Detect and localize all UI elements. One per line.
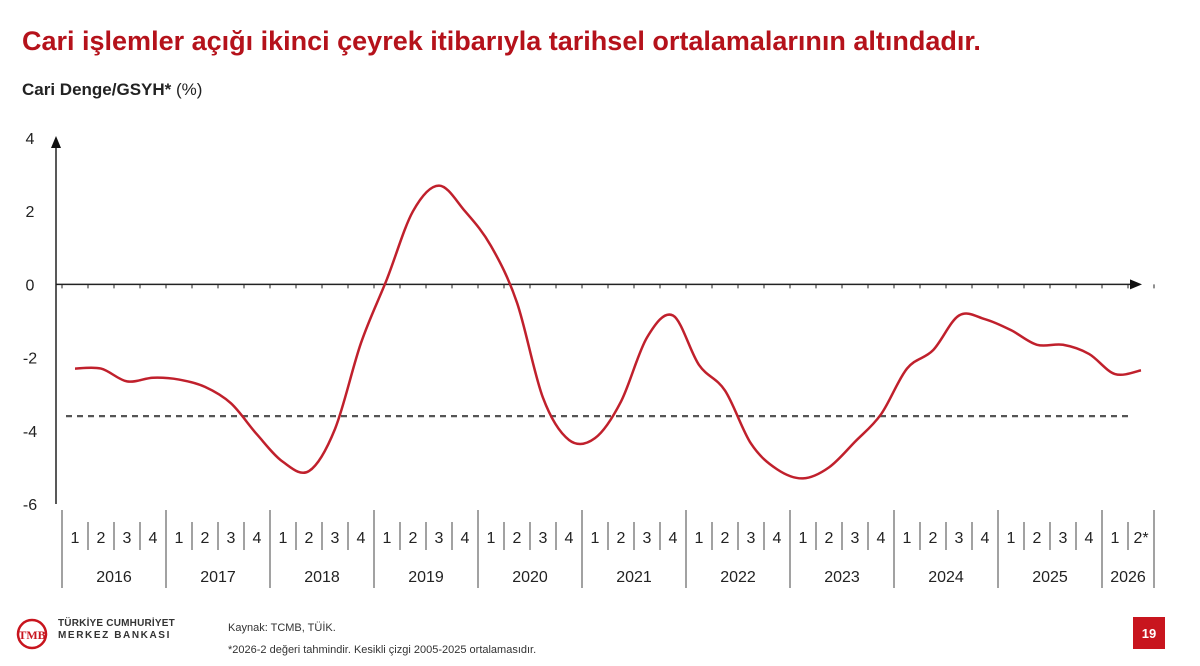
quarter-label: 2	[409, 530, 418, 547]
svg-text:TMB: TMB	[18, 628, 45, 642]
page-title: Cari işlemler açığı ikinci çeyrek itibar…	[22, 26, 981, 56]
cbrt-logo: TMB TÜRKİYE CUMHURİYET MERKEZ BANKASI	[14, 616, 184, 652]
quarter-label: 3	[227, 530, 236, 547]
current-account-series-line	[74, 184, 1142, 480]
y-tick-label: -6	[23, 497, 37, 514]
quarter-label: 3	[851, 530, 860, 547]
year-label: 2026	[1110, 569, 1146, 586]
quarter-label: 3	[331, 530, 340, 547]
page-number-badge: 19	[1133, 617, 1165, 649]
quarter-label: 2	[617, 530, 626, 547]
quarter-label: 2	[825, 530, 834, 547]
quarter-label: 3	[747, 530, 756, 547]
quarter-label: 2	[201, 530, 210, 547]
quarter-label: 4	[357, 530, 366, 547]
quarter-label: 4	[253, 530, 262, 547]
quarter-label: 3	[435, 530, 444, 547]
quarter-label: 1	[71, 530, 80, 547]
quarter-label: 3	[643, 530, 652, 547]
quarter-label: 3	[123, 530, 132, 547]
quarter-label: 4	[565, 530, 574, 547]
quarter-label: 2	[1033, 530, 1042, 547]
y-tick-label: 2	[26, 204, 35, 221]
y-tick-label: -2	[23, 351, 37, 368]
quarter-label: 1	[175, 530, 184, 547]
quarter-label: 1	[695, 530, 704, 547]
quarter-label: 3	[955, 530, 964, 547]
quarter-label: 1	[487, 530, 496, 547]
quarter-label: 2	[929, 530, 938, 547]
quarter-label: 4	[461, 530, 470, 547]
quarter-label: 1	[903, 530, 912, 547]
current-account-chart: 420-2-4-61 2 3 4 1 2 3 4 1 2 3 4 1 2 3 4 1 2 3 4 1 2 3 4 1 2 3 4 1 2 3…	[23, 131, 1155, 588]
source-note: Kaynak: TCMB, TÜİK.	[228, 622, 336, 634]
quarter-label: 3	[1059, 530, 1068, 547]
year-label: 2025	[1032, 569, 1068, 586]
quarter-label: 2	[721, 530, 730, 547]
quarter-label: 4	[669, 530, 678, 547]
y-tick-label: -4	[23, 424, 37, 441]
y-tick-label: 4	[26, 131, 35, 148]
quarter-label: 2	[305, 530, 314, 547]
quarter-label: 1	[591, 530, 600, 547]
year-label: 2018	[304, 569, 340, 586]
footnote: *2026-2 değeri tahmindir. Kesikli çizgi …	[228, 644, 537, 656]
quarter-label: 2*	[1133, 530, 1148, 547]
quarter-label: 1	[1007, 530, 1016, 547]
year-label: 2024	[928, 569, 964, 586]
subtitle-unit: (%)	[176, 80, 203, 99]
year-label: 2022	[720, 569, 756, 586]
logo-text-line1: TÜRKİYE CUMHURİYET	[58, 618, 175, 629]
y-tick-label: 0	[26, 277, 35, 294]
logo-text-line2: MERKEZ BANKASI	[58, 630, 171, 641]
year-label: 2020	[512, 569, 548, 586]
quarter-label: 2	[97, 530, 106, 547]
quarter-label: 1	[1111, 530, 1120, 547]
quarter-label: 4	[149, 530, 158, 547]
quarter-label: 3	[539, 530, 548, 547]
year-label: 2023	[824, 569, 860, 586]
quarter-label: 4	[773, 530, 782, 547]
year-label: 2016	[96, 569, 132, 586]
y-axis-arrow	[51, 136, 61, 148]
year-label: 2017	[200, 569, 236, 586]
year-label: 2019	[408, 569, 444, 586]
quarter-label: 4	[1085, 530, 1094, 547]
quarter-label: 4	[981, 530, 990, 547]
quarter-label: 1	[799, 530, 808, 547]
quarter-label: 1	[383, 530, 392, 547]
x-axis-arrow	[1130, 279, 1142, 290]
chart-subtitle: Cari Denge/GSYH* (%)	[22, 80, 202, 100]
quarter-label: 4	[877, 530, 886, 547]
quarter-label: 1	[279, 530, 288, 547]
subtitle-label: Cari Denge/GSYH*	[22, 80, 172, 99]
year-label: 2021	[616, 569, 652, 586]
quarter-label: 2	[513, 530, 522, 547]
cbrt-logo-icon: TMB	[16, 618, 48, 650]
